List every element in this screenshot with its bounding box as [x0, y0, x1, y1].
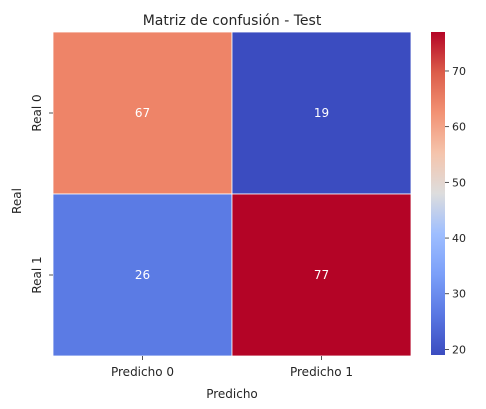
- x-tick-label: Predicho 1: [290, 365, 353, 379]
- colorbar-tick-label: 70: [452, 65, 466, 78]
- cell-value-r1c1: 77: [314, 268, 329, 282]
- colorbar-tick-label: 50: [452, 176, 466, 189]
- x-tick-label: Predicho 0: [111, 365, 174, 379]
- cell-value-r0c0: 67: [135, 106, 150, 120]
- heatmap-cell-r0c1: [231, 31, 412, 195]
- heatmap-cells: [52, 31, 412, 357]
- cell-value-r1c0: 26: [135, 268, 150, 282]
- chart-title: Matriz de confusión - Test: [143, 13, 322, 29]
- heatmap-cell-r0c0: [52, 31, 233, 195]
- y-tick-label: Real 1: [30, 256, 44, 293]
- colorbar-tick-label: 60: [452, 121, 466, 134]
- y-tick-label: Real 0: [30, 94, 44, 131]
- y-axis-ticks: Real 0 Real 1: [30, 94, 53, 294]
- heatmap-cell-r1c1: [231, 193, 412, 357]
- x-axis-label: Predicho: [206, 387, 258, 401]
- colorbar-tick-label: 40: [452, 232, 466, 245]
- cell-value-r0c1: 19: [314, 106, 329, 120]
- x-axis-ticks: Predicho 0 Predicho 1: [111, 356, 353, 379]
- y-axis-label: Real: [10, 188, 24, 214]
- heatmap-cell-r1c0: [52, 193, 233, 357]
- colorbar-tick-label: 20: [452, 343, 466, 356]
- colorbar: [431, 32, 445, 355]
- colorbar-ticks: 20 30 40 50 60 70: [445, 65, 466, 356]
- heatmap-cell-labels: 67 19 26 77: [135, 106, 329, 282]
- colorbar-tick-label: 30: [452, 288, 466, 301]
